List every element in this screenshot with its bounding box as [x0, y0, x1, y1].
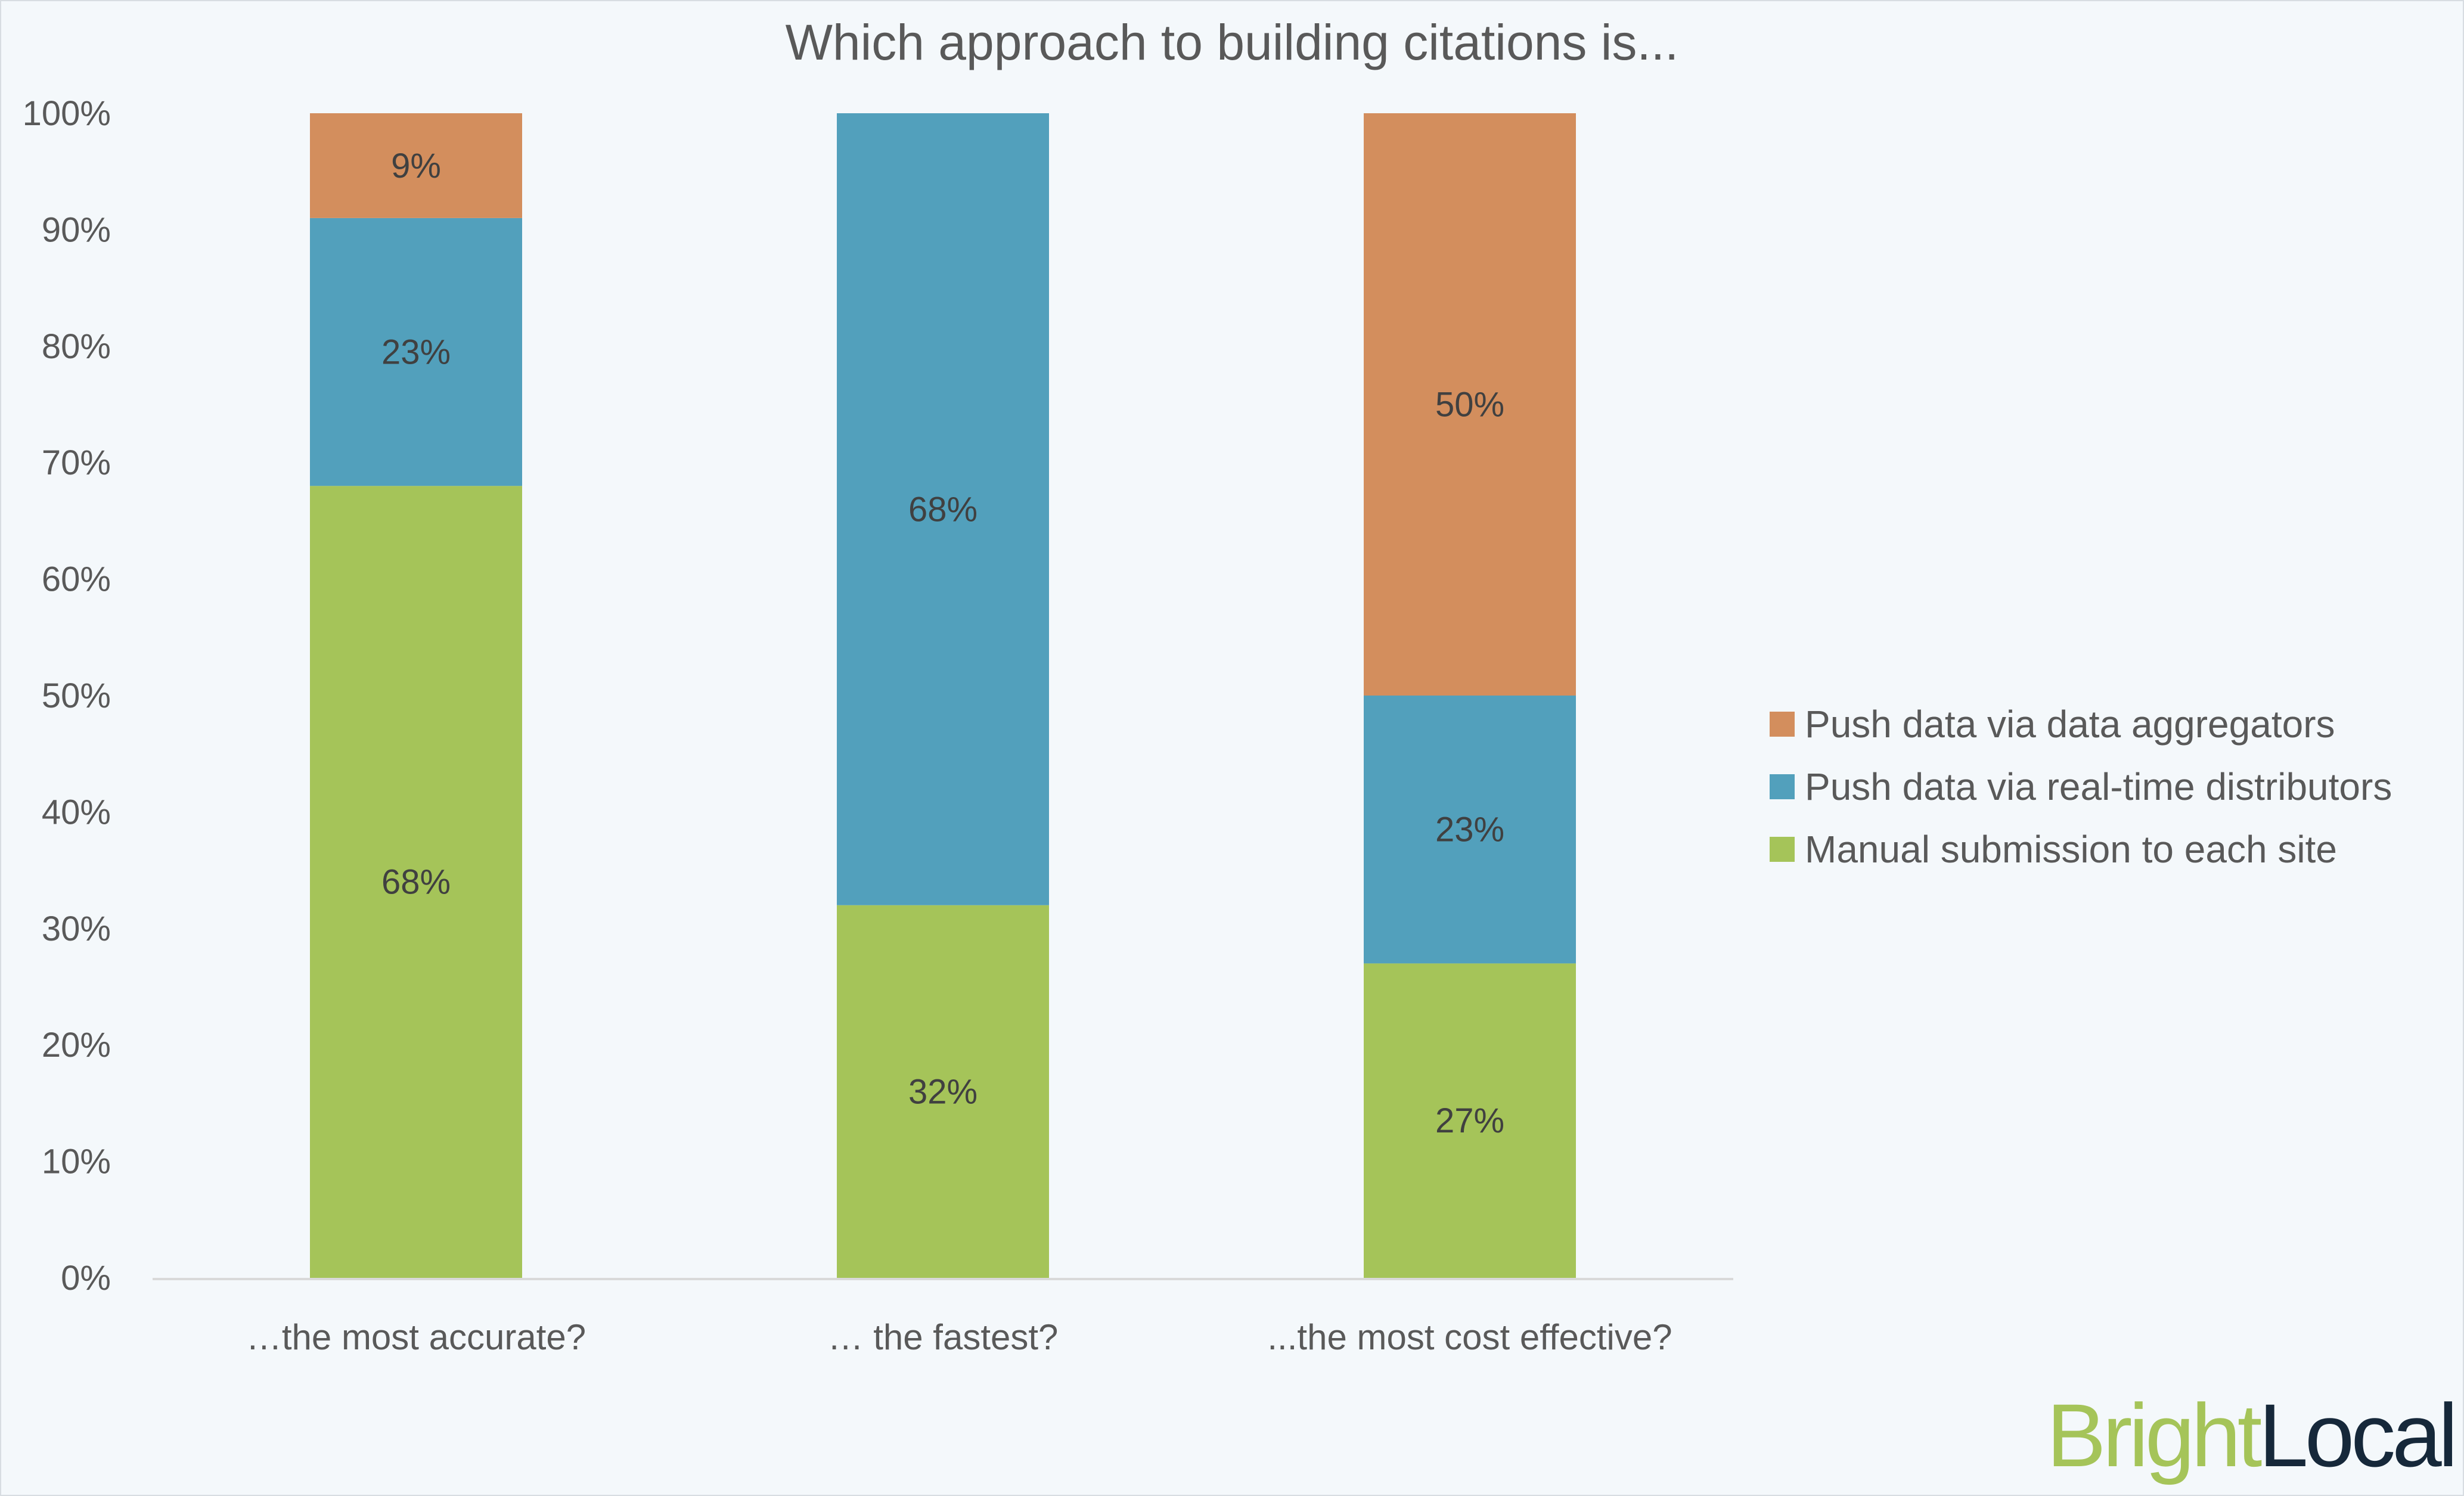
y-tick-label: 10% — [42, 1143, 111, 1181]
data-label: 68% — [381, 863, 451, 902]
y-tick-label: 40% — [42, 793, 111, 831]
legend-label: Push data via data aggregators — [1805, 703, 2335, 746]
data-label: 68% — [908, 490, 977, 529]
y-tick-label: 60% — [42, 560, 111, 599]
data-label: 27% — [1435, 1101, 1504, 1140]
bar-segment — [310, 113, 522, 218]
x-category-label: … the fastest? — [828, 1317, 1059, 1357]
bar-segment — [837, 113, 1049, 905]
chart-title: Which approach to building citations is.… — [786, 14, 1679, 70]
x-category-label: …the most accurate? — [246, 1317, 586, 1357]
bar-segment — [1364, 696, 1576, 964]
y-tick-label: 70% — [42, 443, 111, 482]
x-category-label: ...the most cost effective? — [1267, 1317, 1672, 1357]
svg-text:BrightLocal: BrightLocal — [2047, 1385, 2454, 1485]
y-tick-label: 0% — [61, 1259, 111, 1298]
legend-item: Manual submission to each site — [1770, 828, 2337, 871]
y-tick-label: 90% — [42, 210, 111, 249]
data-label: 23% — [1435, 811, 1504, 849]
legend-swatch — [1770, 837, 1795, 862]
legend-label: Push data via real-time distributors — [1805, 765, 2392, 808]
legend-item: Push data via data aggregators — [1770, 703, 2335, 746]
data-label: 32% — [908, 1072, 977, 1111]
data-label: 9% — [391, 147, 441, 185]
y-tick-label: 20% — [42, 1026, 111, 1064]
data-label: 50% — [1435, 386, 1504, 424]
legend-label: Manual submission to each site — [1805, 828, 2337, 871]
data-label: 23% — [381, 333, 451, 372]
y-tick-label: 100% — [23, 94, 111, 133]
bar-segment — [837, 905, 1049, 1278]
legend-item: Push data via real-time distributors — [1770, 765, 2392, 808]
bar-segment — [1364, 113, 1576, 696]
bar-segment — [310, 486, 522, 1278]
legend-swatch — [1770, 712, 1795, 737]
bar-segment — [1364, 963, 1576, 1278]
y-tick-label: 50% — [42, 676, 111, 715]
y-tick-label: 30% — [42, 910, 111, 948]
brightlocal-logo: BrightLocal — [2047, 1385, 2458, 1485]
y-tick-label: 80% — [42, 327, 111, 366]
legend-swatch — [1770, 774, 1795, 799]
bar-segment — [310, 218, 522, 486]
